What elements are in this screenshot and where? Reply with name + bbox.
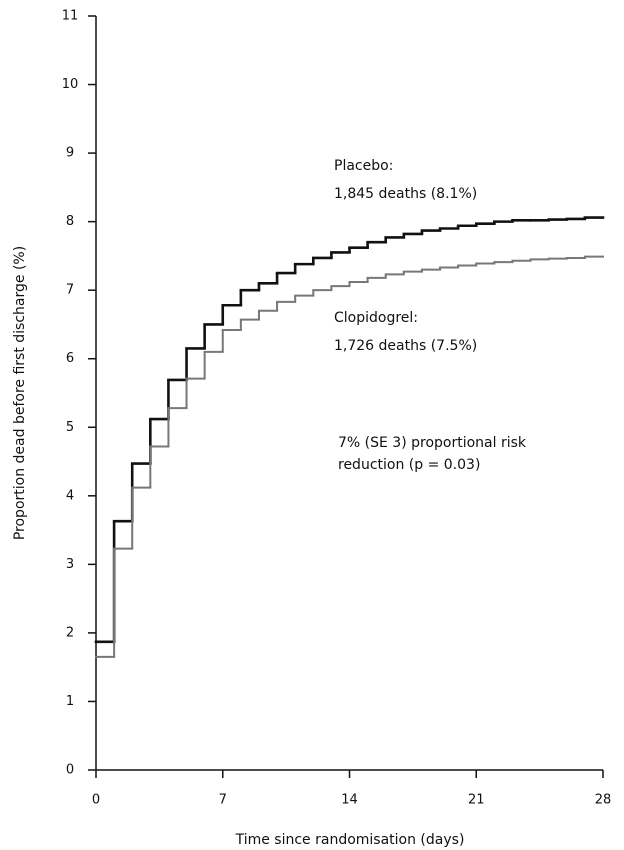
annotation: Clopidogrel: — [334, 310, 418, 326]
y-axis-title: Proportion dead before first discharge (… — [12, 246, 28, 540]
x-tick-label: 0 — [92, 793, 100, 808]
y-tick-label: 0 — [66, 763, 74, 778]
annotation: reduction (p = 0.03) — [338, 457, 480, 473]
x-tick-label: 28 — [595, 793, 612, 808]
y-tick-label: 5 — [66, 420, 74, 435]
x-tick-label: 7 — [219, 793, 227, 808]
y-tick-label: 11 — [62, 9, 79, 24]
annotation: 7% (SE 3) proportional risk — [338, 435, 527, 451]
annotation: 1,726 deaths (7.5%) — [334, 338, 477, 354]
annotation: Placebo: — [334, 158, 393, 174]
y-tick-label: 4 — [66, 488, 74, 503]
y-tick-label: 10 — [62, 77, 79, 92]
y-tick-label: 6 — [66, 351, 74, 366]
x-tick-label: 14 — [341, 793, 358, 808]
y-tick-label: 7 — [66, 283, 74, 298]
y-tick-label: 1 — [66, 694, 74, 709]
x-axis-title: Time since randomisation (days) — [235, 832, 465, 848]
annotation: 1,845 deaths (8.1%) — [334, 186, 477, 202]
y-tick-label: 3 — [66, 557, 74, 572]
y-tick-label: 2 — [66, 625, 74, 640]
x-tick-label: 21 — [468, 793, 485, 808]
y-tick-label: 8 — [66, 214, 74, 229]
y-tick-label: 9 — [66, 146, 74, 161]
